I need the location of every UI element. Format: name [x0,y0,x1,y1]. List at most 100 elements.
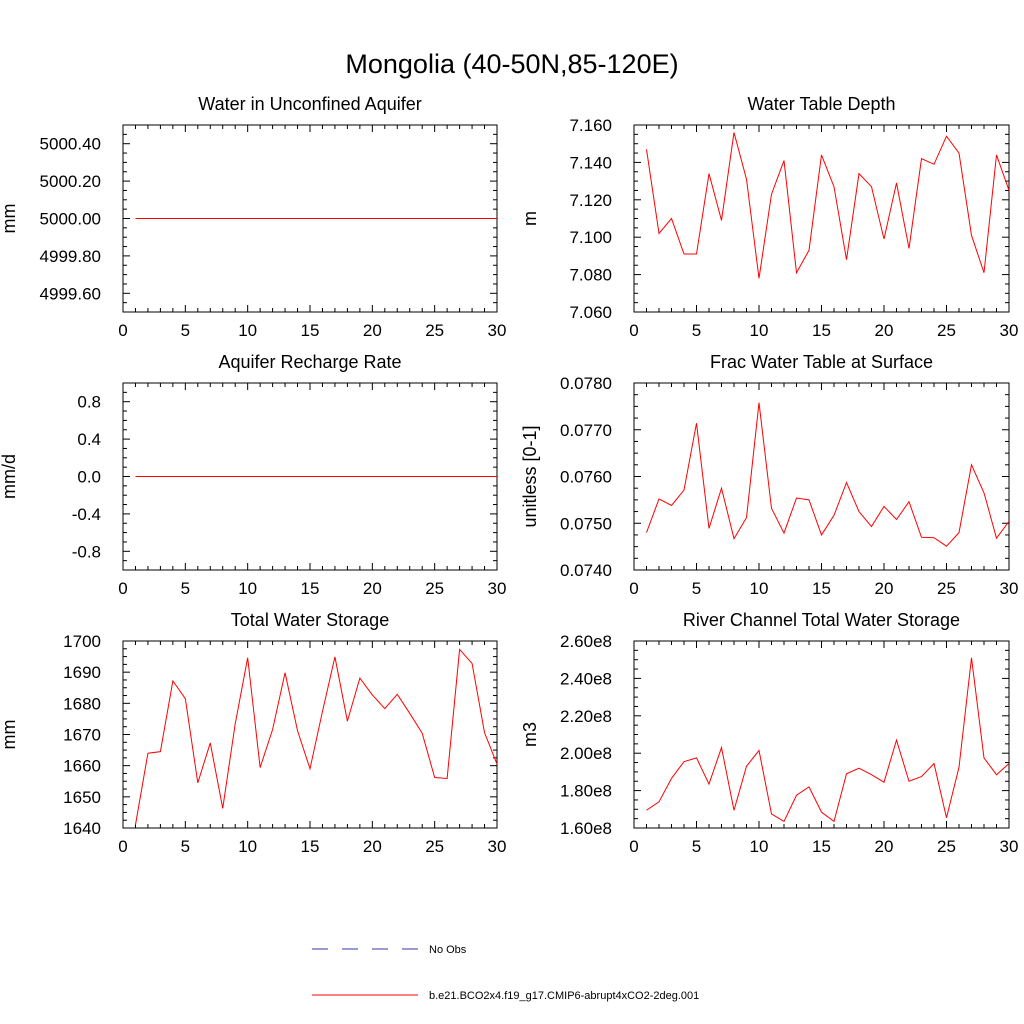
panel-total-water-storage: Total Water Storage 0 5 10 15 20 25 30 1640 1650 1… [0,610,506,856]
x-tick-label: 25 [425,321,444,340]
panels: Water in Unconfined Aquifer 0 5 10 15 20 25 30 4… [0,94,1018,856]
x-tick-label: 20 [875,579,894,598]
y-tick-label: 7.120 [569,191,612,210]
y-tick-label: 2.20e8 [560,707,612,726]
x-tick-label: 5 [181,579,190,598]
y-axis-label: mm [0,204,19,234]
panel-title-unconfined-aquifer: Water in Unconfined Aquifer [198,94,421,114]
y-tick-label: 0.8 [77,393,101,412]
panel-title-total-water-storage: Total Water Storage [231,610,389,630]
x-tick-label: 10 [750,579,769,598]
plot-frame [633,124,1010,313]
x-tick-label: 0 [629,321,638,340]
y-tick-label: 7.140 [569,153,612,172]
y-tick-label: 1.80e8 [560,782,612,801]
y-tick-label: -0.8 [72,542,101,561]
x-tick-label: 5 [181,837,190,856]
series-line-river-channel-storage [646,657,1010,823]
y-tick-label: 0.0770 [560,421,612,440]
y-axis-label: m [520,211,540,226]
x-tick-label: 20 [363,579,382,598]
panel-water-table-depth: Water Table Depth 0 5 10 15 20 25 30 7.060 7.080 7… [520,94,1018,340]
x-tick-label: 25 [425,837,444,856]
y-tick-label: 2.00e8 [560,744,612,763]
y-tick-label: 7.160 [569,116,612,135]
x-tick-label: 5 [692,579,701,598]
y-tick-label: 4999.80 [40,247,101,266]
y-tick-label: 1660 [63,757,101,776]
x-tick-label: 15 [301,579,320,598]
x-tick-label: 5 [692,321,701,340]
plot-frame [633,382,1010,571]
y-tick-label: 1.60e8 [560,819,612,838]
y-tick-label: 7.080 [569,266,612,285]
x-tick-label: 0 [118,837,127,856]
y-tick-label: 1700 [63,632,101,651]
y-tick-label: 1650 [63,788,101,807]
x-tick-label: 5 [692,837,701,856]
panel-river-channel-storage: River Channel Total Water Storage 0 5 10 15 2… [520,610,1018,856]
y-tick-label: 0.0 [77,468,101,487]
y-tick-label: 0.0740 [560,561,612,580]
x-tick-label: 30 [1000,321,1019,340]
series-line-frac-water-table [646,402,1010,547]
y-tick-label: 1680 [63,694,101,713]
x-tick-label: 10 [750,837,769,856]
y-tick-label: 5000.00 [40,210,101,229]
x-tick-label: 30 [1000,837,1019,856]
legend-model-label: b.e21.BCO2x4.f19_g17.CMIP6-abrupt4xCO2-2… [429,990,699,1002]
x-tick-label: 20 [363,837,382,856]
y-tick-label: 0.0750 [560,514,612,533]
x-tick-label: 0 [118,321,127,340]
panel-frac-water-table: Frac Water Table at Surface 0 5 10 15 20 25 30 0… [520,352,1018,598]
figure-title: Mongolia (40-50N,85-120E) [345,49,678,79]
plot-frame [633,640,1010,829]
x-tick-label: 15 [812,579,831,598]
y-tick-label: 7.100 [569,228,612,247]
y-tick-label: -0.4 [72,505,101,524]
y-axis-label: m3 [520,722,540,747]
legend-obs-label: No Obs [429,944,467,956]
y-tick-label: 5000.40 [40,135,101,154]
x-tick-label: 0 [629,837,638,856]
x-tick-label: 10 [238,321,257,340]
x-tick-label: 15 [301,321,320,340]
x-tick-label: 20 [875,321,894,340]
plot-frame [122,640,498,829]
series-line-water-table-depth [646,132,1010,279]
y-tick-label: 2.60e8 [560,632,612,651]
x-tick-label: 30 [1000,579,1019,598]
x-tick-label: 10 [238,579,257,598]
y-tick-label: 2.40e8 [560,669,612,688]
x-tick-label: 10 [750,321,769,340]
panel-title-water-table-depth: Water Table Depth [747,94,895,114]
y-tick-label: 5000.20 [40,172,101,191]
panel-unconfined-aquifer: Water in Unconfined Aquifer 0 5 10 15 20 25 30 4… [0,94,506,340]
y-axis-label: mm [0,720,19,750]
x-tick-label: 30 [488,321,507,340]
x-tick-label: 15 [812,837,831,856]
y-tick-label: 7.060 [569,303,612,322]
panel-title-recharge-rate: Aquifer Recharge Rate [218,352,401,372]
x-tick-label: 15 [301,837,320,856]
x-tick-label: 30 [488,579,507,598]
x-tick-label: 10 [238,837,257,856]
y-tick-label: 4999.60 [40,284,101,303]
panel-recharge-rate: Aquifer Recharge Rate 0 5 10 15 20 25 30 -0.8 -0.… [0,352,506,598]
x-tick-label: 5 [181,321,190,340]
x-tick-label: 25 [425,579,444,598]
panel-title-frac-water-table: Frac Water Table at Surface [710,352,933,372]
x-tick-label: 25 [937,579,956,598]
y-tick-label: 1690 [63,663,101,682]
y-tick-label: 1670 [63,726,101,745]
y-tick-label: 0.0780 [560,374,612,393]
panel-title-river-channel-storage: River Channel Total Water Storage [683,610,960,630]
y-axis-label: unitless [0-1] [520,425,540,527]
legend: No Obs b.e21.BCO2x4.f19_g17.CMIP6-abrupt… [312,944,699,1002]
x-tick-label: 25 [937,321,956,340]
x-tick-label: 0 [118,579,127,598]
x-tick-label: 25 [937,837,956,856]
y-tick-label: 0.4 [77,430,101,449]
y-axis-label: mm/d [0,454,19,499]
